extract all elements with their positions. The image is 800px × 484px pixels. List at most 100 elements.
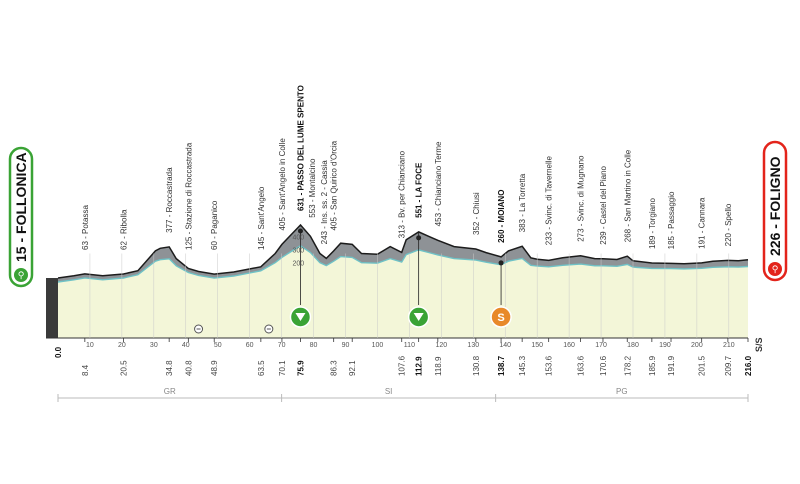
waypoint-label: 233 - Svinc. di Tavernelle [545,155,554,245]
waypoint-label: 60 - Paganico [210,200,219,250]
sprint-dot [498,260,504,266]
start-cyclist-glyph: ⚲ [18,271,25,281]
waypoint-km: 216.0 [744,355,753,376]
province-label: PG [616,387,628,396]
inner-scale-label: 300 [292,248,304,255]
x-tick-label: 50 [214,342,222,349]
start-badge: ⚲ 15 - FOLLONICA [8,146,34,288]
waypoint-label: 189 - Torgiano [648,197,657,249]
x-tick-label: 60 [246,342,254,349]
waypoint-label: 260 - MOIANO [497,190,506,243]
start-block [46,278,58,338]
waypoint-label: 553 - Montalcino [308,158,317,218]
waypoint-label: 405 - Sant'Angelo in Colle [278,138,287,231]
waypoint-label: 273 - Svinc. di Mugnano [577,155,586,242]
waypoint-km: 201.5 [698,355,707,376]
profile-layer [46,223,749,402]
waypoint-label: 352 - Chiusi [472,192,481,235]
brand-logo: S/S [754,337,764,352]
waypoint-km: 138.7 [497,355,506,376]
waypoint-label: 63 - Potassa [81,205,90,250]
waypoint-label: 405 - San Quirico d'Orcia [330,140,339,230]
waypoint-km: 209.7 [724,355,733,376]
x-tick-label: 130 [467,342,479,349]
x-tick-label: 30 [150,342,158,349]
waypoint-label: 220 - Spello [724,203,733,246]
x-tick-label: 180 [627,342,639,349]
gpm-arrow-icon [295,313,306,321]
waypoint-km: 112.9 [415,356,424,376]
x-tick-label: 70 [278,342,286,349]
waypoint-km: 178.2 [623,355,632,376]
waypoint-label: 453 - Chianciano Terme [434,141,443,226]
province-label: GR [164,387,176,396]
profile-area [58,225,748,338]
x-tick-label: 150 [531,342,543,349]
gpm-peak-dot [416,235,422,241]
waypoint-label: 243 - Ins. ss. 2 - Cassia [320,160,329,245]
x-tick-label: 160 [563,342,575,349]
x-tick-label: 140 [499,342,511,349]
finish-badge: ⚲ 226 - FOLIGNO [762,140,788,282]
waypoint-km: 163.6 [577,355,586,376]
finish-badge-frame [762,140,788,282]
waypoint-label: 145 - Sant'Angelo [257,186,266,250]
waypoint-label: 185 - Passaggio [667,191,676,249]
finish-cyclist-glyph: ⚲ [772,265,779,275]
waypoint-km: 48.9 [210,360,219,376]
x-tick-label: 10 [86,342,94,349]
profile-outline [57,223,749,279]
x-tick-label: 190 [659,342,671,349]
waypoint-km: 20.5 [119,360,128,376]
waypoint-km: 63.5 [257,360,266,376]
waypoint-km: 40.8 [184,360,193,376]
waypoint-label: 383 - La Torretta [518,173,527,232]
labels-layer: 10 20 30 40 50 60 70 80 90 100 110 120 130 140 150 160 1… [54,85,753,396]
gpm-arrow-icon [413,313,424,321]
waypoint-km: 153.6 [545,355,554,376]
start-badge-frame [8,146,34,288]
x-tick-label: 200 [691,342,703,349]
start-km: 0.0 [54,346,63,358]
x-tick-label: 40 [182,342,190,349]
waypoint-label: 125 - Stazione di Roccastrada [184,142,193,250]
sprint-label: S [497,312,504,324]
waypoint-label: 268 - San Martino in Colle [623,149,632,242]
waypoint-km: 191.9 [667,355,676,376]
x-tick-label: 90 [342,342,350,349]
waypoint-km: 170.6 [599,355,608,376]
waypoint-label: 551 - LA FOCE [415,162,424,218]
waypoint-km: 75.9 [296,360,305,376]
finish-label: 226 - FOLIGNO [767,156,783,256]
waypoint-label: 631 - PASSO DEL LUME SPENTO [296,85,305,211]
waypoint-km: 34.8 [165,360,174,376]
waypoint-label: 191 - Cannara [698,197,707,249]
waypoint-km: 185.9 [648,355,657,376]
waypoint-km: 130.8 [472,355,481,376]
inner-scale-label: 400 [292,235,304,242]
x-tick-label: 120 [435,342,447,349]
province-label: SI [385,387,393,396]
profile-ridge-band [58,225,748,282]
waypoint-label: 239 - Castel del Piano [599,165,608,244]
waypoint-km: 118.9 [434,356,443,376]
x-tick-label: 170 [595,342,607,349]
waypoint-km: 8.4 [81,364,90,376]
sprint-marker [490,306,512,328]
x-tick-label: 80 [310,342,318,349]
waypoint-km: 145.3 [518,355,527,376]
gpm-peak-dot [297,228,303,234]
inner-scale-label: 200 [292,261,304,268]
finish-cyclist-icon [768,262,782,276]
start-label: 15 - FOLLONICA [13,152,29,262]
x-tick-label: 20 [118,342,126,349]
x-tick-label: 100 [372,342,384,349]
start-cyclist-icon [14,268,28,282]
waypoint-km: 92.1 [348,360,357,376]
waypoint-km: 86.3 [330,360,339,376]
profile-lower-line [57,244,749,283]
x-tick-label: 210 [723,342,735,349]
waypoint-label: 313 - Bv. per Chianciano [398,150,407,238]
waypoint-km: 107.6 [398,355,407,376]
